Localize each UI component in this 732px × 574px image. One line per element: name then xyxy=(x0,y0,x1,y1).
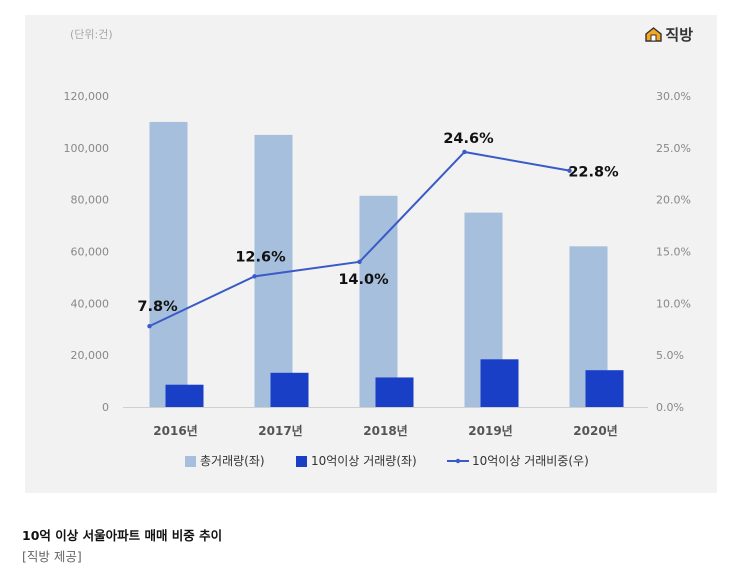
x-tick-label: 2019년 xyxy=(468,424,512,438)
zigbang-logo: 직방 xyxy=(645,24,693,45)
bar-high-value xyxy=(375,377,414,407)
y-left-tick-label: 20,000 xyxy=(71,349,110,362)
caption-source: [직방 제공] xyxy=(22,549,82,564)
x-tick-label: 2018년 xyxy=(363,424,407,438)
line-point xyxy=(462,149,467,155)
x-tick-label: 2016년 xyxy=(153,424,197,438)
bar-total xyxy=(254,134,293,407)
chart-svg: 0 20,000 40,000 60,000 80,000 100,000 120,000 0… xyxy=(64,90,691,468)
x-tick-label: 2020년 xyxy=(573,424,617,438)
y-left-tick-label: 100,000 xyxy=(64,142,110,155)
bar-total xyxy=(359,195,398,407)
line-point xyxy=(357,259,362,265)
line-point xyxy=(567,168,572,173)
y-right-tick-label: 10.0% xyxy=(656,297,691,310)
y-right-tick-label: 15.0% xyxy=(656,246,691,259)
y-left-tick-label: 120,000 xyxy=(64,90,110,103)
unit-label: (단위:건) xyxy=(70,28,113,41)
legend-point-ratio xyxy=(455,458,461,464)
bar-high-value xyxy=(585,370,624,407)
data-label: 12.6% xyxy=(235,249,286,265)
y-left-tick-label: 40,000 xyxy=(71,297,110,310)
data-label: 14.0% xyxy=(338,272,389,288)
chart-panel: (단위:건) 직방 0 20,000 40,000 60,000 80,000 100,0… xyxy=(25,15,717,493)
caption-title: 10억 이상 서울아파트 매매 비중 추이 xyxy=(22,528,223,543)
line-point xyxy=(147,323,152,329)
bar-high-value xyxy=(480,359,519,407)
legend-label-high: 10억이상 거래량(좌) xyxy=(311,454,417,468)
legend-swatch-total xyxy=(185,456,196,467)
bar-total xyxy=(149,121,188,408)
y-left-tick-label: 0 xyxy=(102,401,109,414)
y-right-tick-label: 30.0% xyxy=(656,90,691,103)
y-right-tick-label: 0.0% xyxy=(656,401,684,414)
line-point xyxy=(252,274,257,279)
data-label: 24.6% xyxy=(443,131,494,147)
y-right-tick-label: 20.0% xyxy=(656,194,691,207)
legend-swatch-high xyxy=(296,456,307,467)
bar-high-value xyxy=(270,372,309,407)
x-tick-label: 2017년 xyxy=(258,424,302,438)
y-right-tick-label: 5.0% xyxy=(656,349,684,362)
y-left-tick-label: 80,000 xyxy=(71,194,110,207)
y-right-tick-label: 25.0% xyxy=(656,142,691,155)
legend-label-total: 총거래량(좌) xyxy=(200,454,265,468)
bar-high-value xyxy=(165,384,204,407)
logo-text: 직방 xyxy=(665,26,693,44)
legend-label-ratio: 10억이상 거래비중(우) xyxy=(472,454,589,468)
data-label: 22.8% xyxy=(568,165,619,181)
data-label: 7.8% xyxy=(137,299,178,315)
y-left-tick-label: 60,000 xyxy=(71,246,110,259)
house-logo-icon xyxy=(645,27,663,42)
